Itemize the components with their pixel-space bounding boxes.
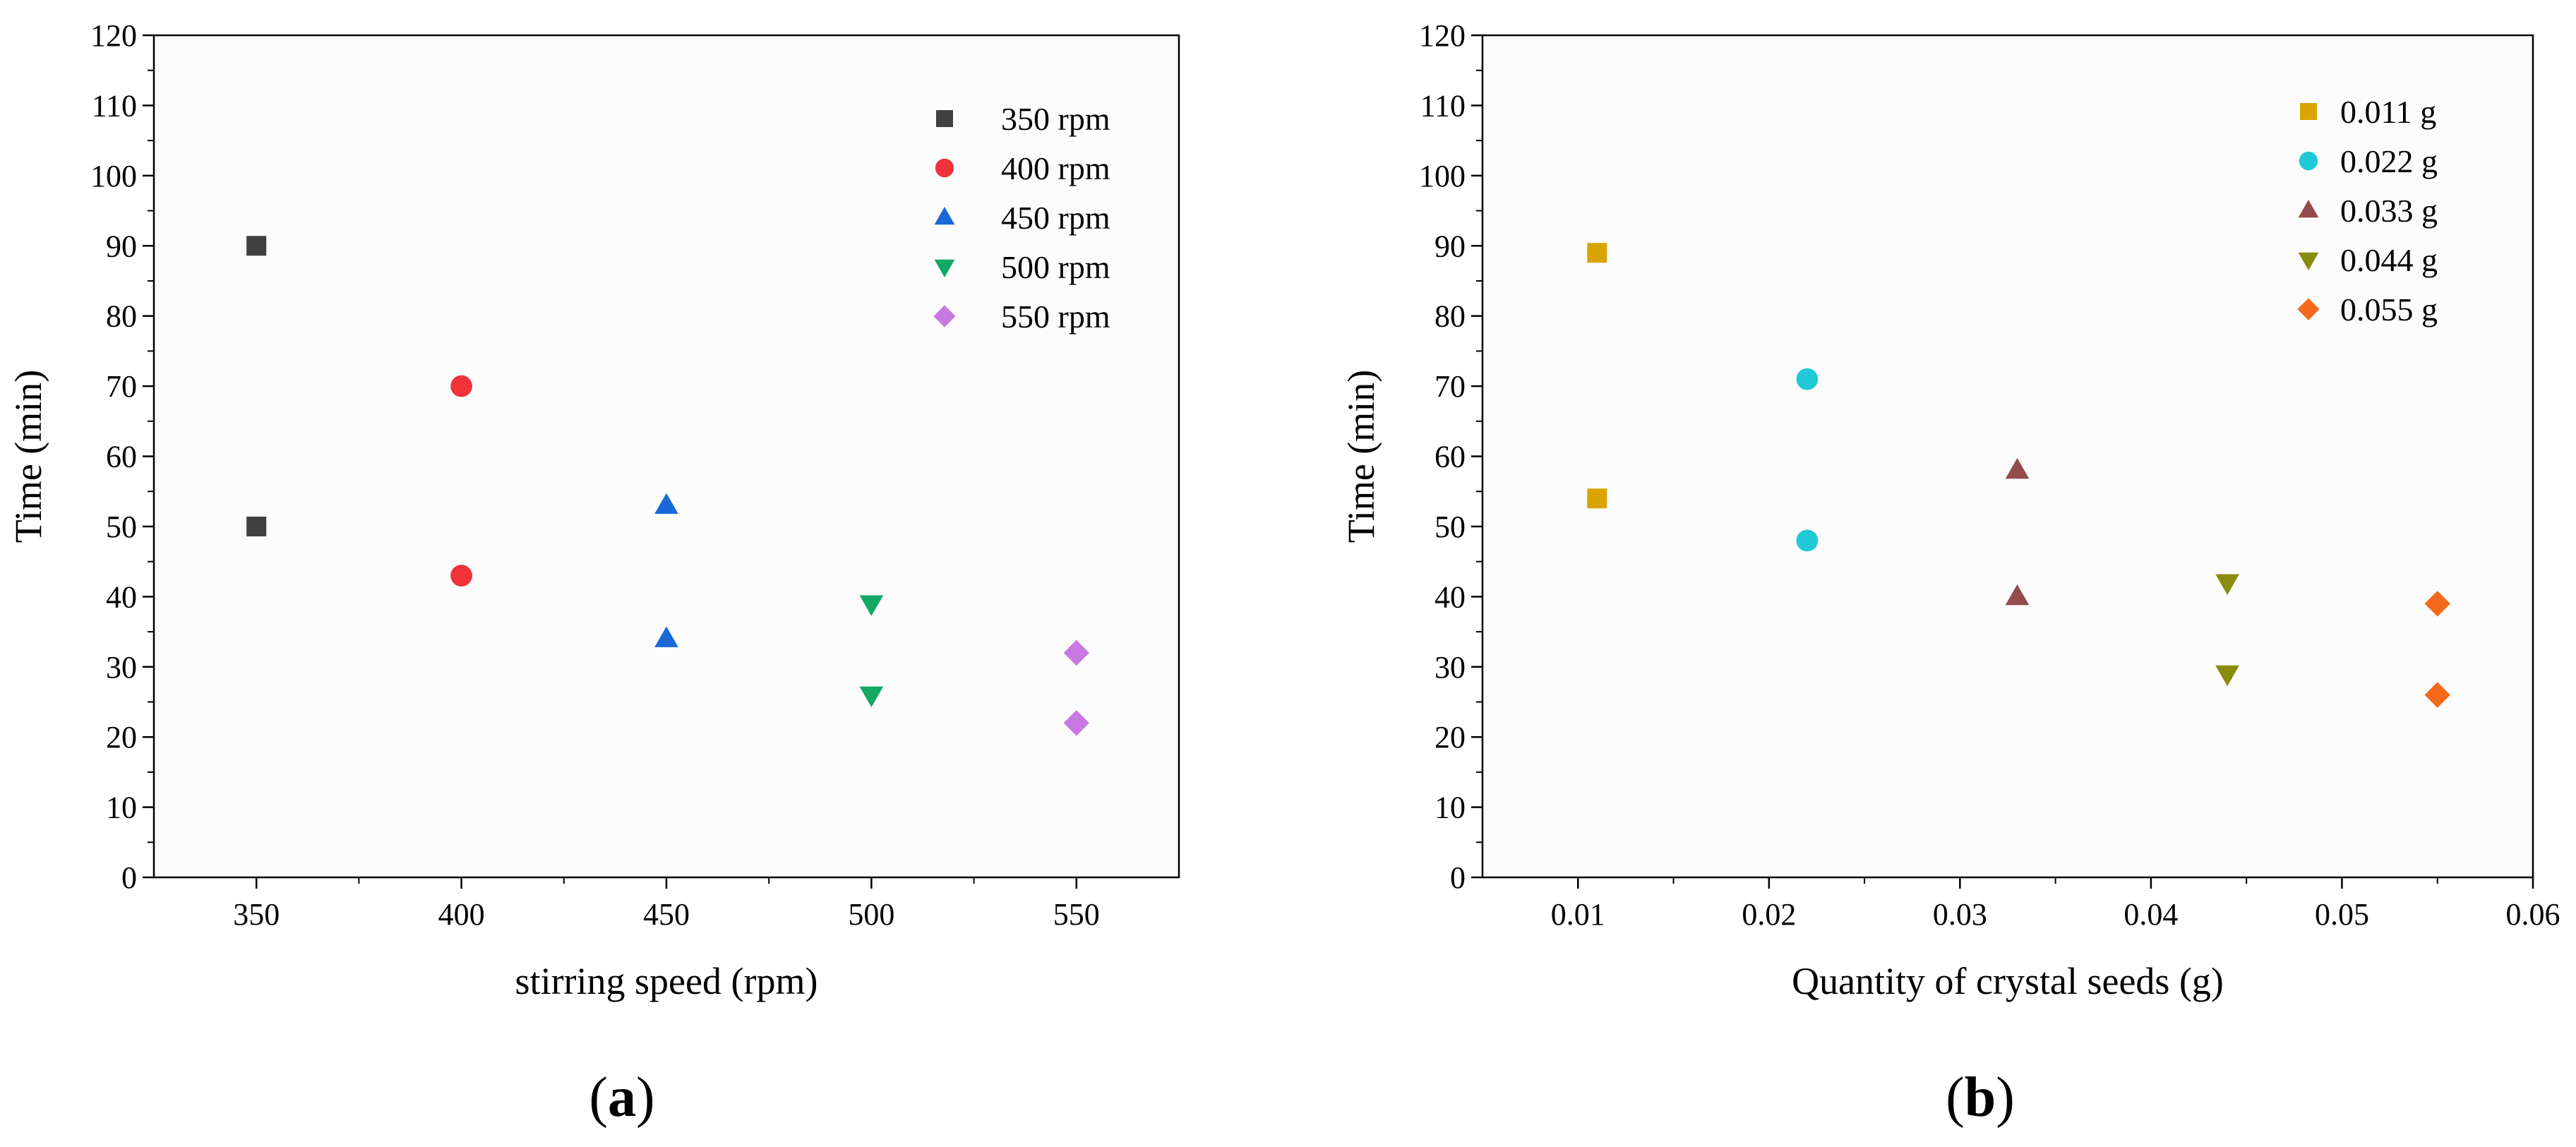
y-tick-label: 80: [106, 299, 137, 334]
y-tick-label: 40: [106, 579, 137, 614]
caption-b-close: ): [1996, 1067, 2015, 1129]
legend-marker: [934, 207, 955, 225]
data-point: [654, 493, 678, 514]
plot-area: [152, 34, 1180, 879]
data-point: [1587, 243, 1607, 263]
y-tick-label: 40: [1434, 579, 1466, 614]
caption-panel-a: (a): [551, 1066, 693, 1130]
caption-panel-b: (b): [1910, 1066, 2051, 1130]
y-tick-label: 0: [1450, 860, 1466, 895]
caption-a-close: ): [636, 1067, 655, 1129]
legend-label: 550 rpm: [1001, 299, 1110, 335]
legend-marker: [936, 110, 953, 127]
y-tick-label: 100: [90, 159, 137, 193]
y-tick-label: 60: [106, 440, 137, 474]
chart-panel-b: 0 10 20 30 40 50 60 70 80 90 100 110 120 0.01 0.02 0.03…: [1340, 18, 2560, 1002]
x-axis-label: Quantity of crystal seeds (g): [1792, 960, 2224, 1002]
legend-label: 0.055 g: [2340, 292, 2438, 328]
legend-marker: [933, 305, 956, 328]
y-tick-label: 10: [1434, 791, 1466, 825]
data-point: [2215, 574, 2239, 595]
data-point: [246, 236, 267, 256]
data-point: [2005, 584, 2030, 606]
y-tick-label: 120: [90, 18, 137, 53]
data-point: [2215, 665, 2239, 687]
legend-marker: [2299, 151, 2318, 171]
y-tick-label: 120: [1419, 18, 1466, 53]
legend-label: 500 rpm: [1001, 249, 1110, 285]
data-point: [654, 626, 678, 647]
y-tick-label: 100: [1419, 159, 1466, 193]
x-tick-label: 450: [643, 897, 690, 932]
y-tick-label: 110: [92, 88, 137, 123]
y-tick-label: 0: [121, 860, 137, 895]
legend-marker: [2298, 252, 2319, 270]
x-tick-label: 0.03: [1933, 897, 1987, 932]
legend-marker: [935, 158, 954, 178]
y-tick-label: 30: [1434, 650, 1466, 685]
y-tick-label: 90: [106, 229, 137, 263]
legend-label: 350 rpm: [1001, 101, 1110, 137]
legend-marker: [2300, 103, 2317, 120]
y-tick-label: 30: [106, 650, 137, 685]
data-point: [1063, 710, 1089, 736]
y-tick-label: 10: [106, 791, 137, 825]
data-point: [2424, 591, 2450, 617]
x-tick-label: 400: [438, 897, 485, 932]
x-tick-label: 0.05: [2315, 897, 2369, 932]
y-tick-label: 60: [1434, 440, 1466, 474]
legend-label: 450 rpm: [1001, 200, 1110, 236]
y-tick-label: 80: [1434, 299, 1466, 334]
chart-panel-a: 0 10 20 30 40 50 60 70 80 90 100 110 120 350 400 450 500…: [7, 18, 1180, 1002]
x-tick-label: 0.02: [1742, 897, 1796, 932]
y-tick-label: 50: [1434, 510, 1466, 544]
caption-a-letter: a: [608, 1067, 636, 1129]
legend-marker: [2297, 298, 2320, 320]
y-tick-label: 20: [106, 720, 137, 755]
data-point: [2424, 682, 2450, 708]
x-tick-label: 550: [1053, 897, 1100, 932]
legend-label: 0.044 g: [2340, 242, 2438, 278]
caption-b-open: (: [1946, 1067, 1965, 1129]
caption-b-letter: b: [1964, 1067, 1996, 1129]
data-point: [246, 516, 267, 536]
data-point: [2005, 457, 2030, 479]
data-point: [450, 565, 472, 587]
data-point: [1063, 639, 1089, 666]
y-axis-label: Time (min): [1340, 370, 1382, 544]
data-point: [450, 375, 472, 397]
legend-marker: [934, 259, 955, 277]
y-tick-label: 50: [106, 510, 137, 544]
legend-marker: [2298, 200, 2319, 218]
legend-label: 0.033 g: [2340, 193, 2438, 229]
x-tick-label: 0.04: [2123, 897, 2178, 932]
data-point: [1587, 488, 1607, 509]
data-point: [859, 686, 884, 708]
y-axis-label: Time (min): [7, 370, 49, 544]
legend-label: 400 rpm: [1001, 150, 1110, 186]
x-tick-label: 350: [233, 897, 280, 932]
y-tick-label: 90: [1434, 229, 1466, 263]
y-tick-label: 20: [1434, 720, 1466, 755]
x-tick-label: 0.06: [2506, 897, 2560, 932]
data-point: [1796, 529, 1819, 552]
data-point: [859, 595, 884, 616]
x-axis-label: stirring speed (rpm): [515, 960, 818, 1002]
legend-label: 0.022 g: [2340, 143, 2438, 179]
y-tick-label: 110: [1420, 88, 1466, 123]
x-tick-label: 500: [848, 897, 894, 932]
x-tick-label: 0.01: [1551, 897, 1605, 932]
y-tick-label: 70: [1434, 369, 1466, 404]
plot-area: [1481, 34, 2534, 879]
legend-label: 0.011 g: [2340, 94, 2436, 130]
y-tick-label: 70: [106, 369, 137, 404]
caption-a-open: (: [589, 1067, 608, 1129]
data-point: [1796, 368, 1819, 390]
